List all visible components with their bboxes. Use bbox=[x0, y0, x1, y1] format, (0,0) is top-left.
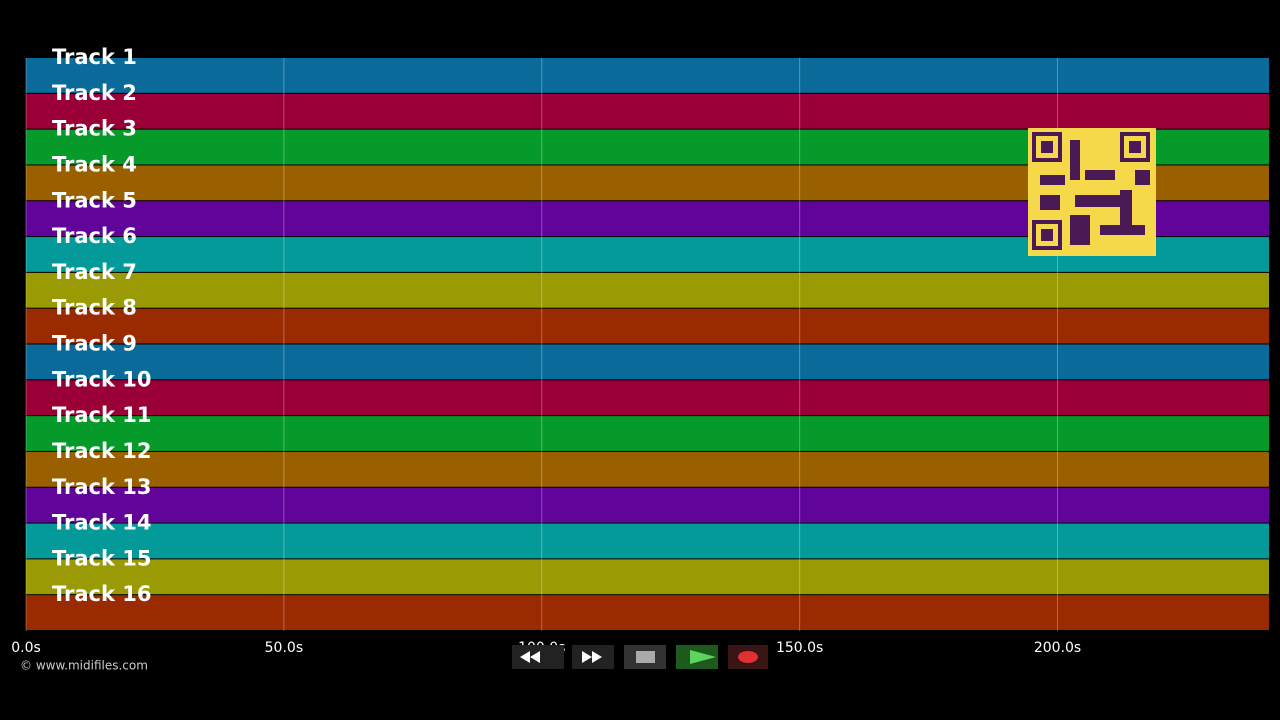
qr-module bbox=[1070, 140, 1080, 180]
track-label: Track 5 bbox=[52, 188, 137, 212]
track-label: Track 3 bbox=[52, 117, 137, 141]
record-icon bbox=[738, 651, 758, 663]
qr-module bbox=[1085, 170, 1115, 180]
rewind-icon bbox=[520, 651, 540, 663]
track-band bbox=[26, 451, 1269, 487]
track-label: Track 7 bbox=[52, 260, 137, 284]
qr-code bbox=[1028, 128, 1156, 256]
track-band bbox=[26, 487, 1269, 523]
rewind-button[interactable] bbox=[512, 645, 564, 669]
track-label: Track 8 bbox=[52, 296, 137, 320]
track-label: Track 6 bbox=[52, 224, 137, 248]
forward-icon bbox=[582, 651, 602, 663]
x-tick-label: 200.0s bbox=[1034, 640, 1081, 656]
track-label: Track 14 bbox=[52, 511, 152, 535]
track-label: Track 9 bbox=[52, 332, 137, 356]
track-label: Track 11 bbox=[52, 403, 152, 427]
track-band bbox=[26, 93, 1269, 129]
track-label: Track 10 bbox=[52, 367, 152, 391]
stop-icon bbox=[636, 651, 655, 663]
x-tick-label: 0.0s bbox=[11, 640, 41, 656]
fast-forward-button[interactable] bbox=[572, 645, 614, 669]
track-band bbox=[26, 559, 1269, 595]
x-tick-label: 50.0s bbox=[265, 640, 303, 656]
track-label: Track 13 bbox=[52, 475, 152, 499]
track-label: Track 12 bbox=[52, 439, 152, 463]
track-band bbox=[26, 58, 1269, 93]
qr-module bbox=[1075, 195, 1120, 207]
credit: © www.midifiles.com bbox=[20, 659, 148, 673]
qr-finder-eye bbox=[1041, 141, 1053, 153]
track-label: Track 4 bbox=[52, 152, 137, 176]
track-label: Track 2 bbox=[52, 81, 137, 105]
track-label: Track 16 bbox=[52, 582, 152, 606]
qr-module bbox=[1040, 195, 1060, 210]
qr-finder-eye bbox=[1041, 229, 1053, 241]
transport-controls bbox=[512, 645, 768, 669]
qr-module bbox=[1040, 175, 1065, 185]
track-band bbox=[26, 344, 1269, 380]
play-button[interactable] bbox=[676, 645, 718, 669]
qr-module bbox=[1135, 170, 1150, 185]
play-icon bbox=[690, 650, 716, 664]
track-label: Track 1 bbox=[52, 45, 137, 69]
record-button[interactable] bbox=[728, 645, 768, 669]
track-band bbox=[26, 416, 1269, 451]
track-band bbox=[26, 272, 1269, 308]
track-band bbox=[26, 380, 1269, 416]
track-labels: Track 1 Track 2 Track 3 Track 4 Track 5 Track… bbox=[52, 45, 152, 606]
qr-module bbox=[1070, 215, 1090, 245]
qr-module bbox=[1100, 225, 1145, 235]
track-band bbox=[26, 308, 1269, 344]
qr-finder-eye bbox=[1129, 141, 1141, 153]
track-label: Track 15 bbox=[52, 546, 152, 570]
x-tick-label: 150.0s bbox=[776, 640, 823, 656]
qr-module bbox=[1120, 190, 1132, 230]
track-band bbox=[26, 595, 1269, 630]
track-band bbox=[26, 523, 1269, 559]
stop-button[interactable] bbox=[624, 645, 666, 669]
